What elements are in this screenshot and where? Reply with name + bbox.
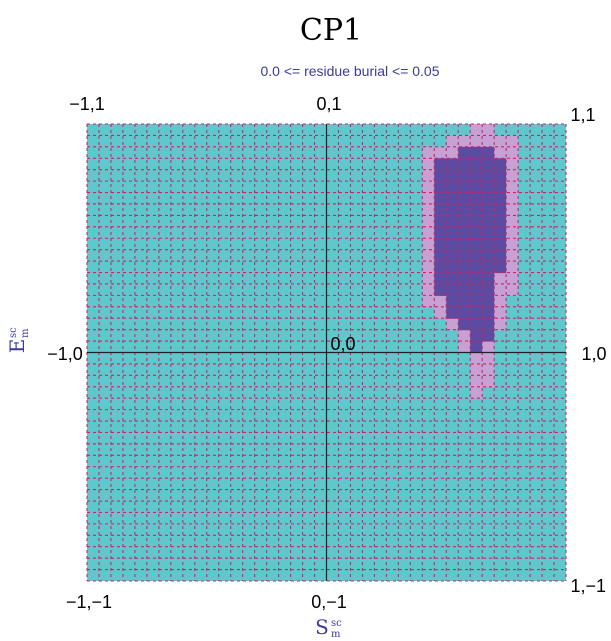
low-density-cell-row bbox=[470, 386, 483, 399]
high-density-cell-row bbox=[458, 146, 495, 159]
y-axis-label-sup: sc bbox=[8, 327, 19, 338]
corner-label-center: 0,0 bbox=[330, 334, 355, 354]
x-axis-label: S sc m bbox=[315, 615, 342, 640]
corner-label-middle-right: 1,0 bbox=[581, 344, 606, 364]
low-density-cell-row bbox=[470, 124, 495, 136]
corner-label-bottom-left: −1,−1 bbox=[66, 592, 112, 612]
corner-label-top-right: 1,1 bbox=[570, 105, 595, 125]
high-density-cell-row bbox=[434, 158, 507, 171]
corner-label-bottom-right: 1,−1 bbox=[570, 576, 606, 596]
y-axis-label-main: E bbox=[5, 339, 29, 354]
low-density-cell-row bbox=[470, 363, 495, 376]
high-density-cell-row bbox=[434, 169, 507, 182]
high-density-cell-row bbox=[458, 318, 495, 331]
x-axis-label-main: S bbox=[315, 615, 329, 639]
x-axis-label-sub: m bbox=[331, 629, 341, 640]
high-density-cell-row bbox=[434, 249, 507, 262]
high-density-cell-row bbox=[434, 283, 495, 296]
y-axis-label-sub: m bbox=[20, 328, 31, 338]
high-density-cell-row bbox=[446, 295, 495, 308]
high-density-cell-row bbox=[434, 272, 495, 285]
high-density-cell-row bbox=[434, 261, 507, 274]
low-density-cell-row bbox=[470, 375, 495, 388]
chart-title: CP1 bbox=[300, 13, 362, 48]
high-density-cell-row bbox=[470, 341, 483, 353]
plot-area bbox=[86, 123, 567, 582]
low-density-cell-row bbox=[446, 135, 519, 148]
corner-label-top-center: 0,1 bbox=[316, 94, 341, 114]
x-axis-label-sup: sc bbox=[331, 618, 342, 629]
corner-label-middle-left: −1,0 bbox=[47, 344, 83, 364]
corner-label-bottom-center: 0,−1 bbox=[311, 592, 347, 612]
chart-subtitle: 0.0 <= residue burial <= 0.05 bbox=[260, 63, 439, 79]
y-axis-label: E sc m bbox=[5, 327, 31, 353]
high-density-cell-row bbox=[434, 181, 507, 194]
corner-label-top-left: −1,1 bbox=[69, 94, 105, 114]
